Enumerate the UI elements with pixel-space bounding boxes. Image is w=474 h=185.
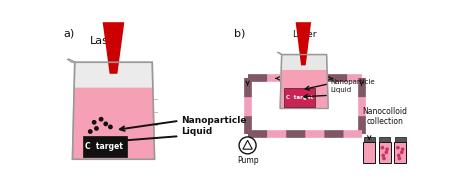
Circle shape — [104, 122, 108, 126]
Text: b): b) — [234, 28, 245, 38]
Circle shape — [92, 121, 96, 124]
Circle shape — [109, 125, 112, 129]
Circle shape — [383, 157, 385, 160]
Polygon shape — [280, 70, 328, 108]
Circle shape — [385, 151, 387, 154]
Polygon shape — [243, 140, 252, 149]
Polygon shape — [280, 55, 328, 108]
Polygon shape — [73, 62, 155, 159]
Text: C  target: C target — [85, 142, 123, 151]
Bar — [363, 142, 375, 163]
Circle shape — [89, 130, 92, 133]
Polygon shape — [296, 22, 311, 65]
Polygon shape — [67, 59, 75, 62]
Circle shape — [381, 147, 383, 149]
Circle shape — [401, 148, 404, 150]
Circle shape — [386, 148, 388, 150]
Circle shape — [382, 154, 384, 157]
Text: Nanoparticle
Liquid: Nanoparticle Liquid — [181, 116, 246, 136]
Bar — [364, 137, 374, 142]
Text: Laser: Laser — [90, 36, 120, 46]
Circle shape — [398, 157, 401, 160]
Circle shape — [397, 147, 399, 149]
Polygon shape — [277, 52, 283, 55]
Text: Laser: Laser — [292, 30, 317, 39]
Bar — [394, 142, 406, 163]
Text: a): a) — [63, 28, 74, 38]
Text: Pump: Pump — [237, 156, 258, 165]
Circle shape — [239, 137, 256, 154]
Polygon shape — [73, 88, 155, 159]
Text: C  target: C target — [285, 95, 313, 100]
Bar — [395, 137, 406, 142]
Text: Nanocolloid
collection: Nanocolloid collection — [362, 107, 407, 126]
Circle shape — [401, 151, 403, 154]
Bar — [379, 142, 391, 163]
Polygon shape — [103, 22, 124, 74]
Circle shape — [398, 154, 400, 157]
Circle shape — [100, 117, 103, 121]
Bar — [379, 137, 390, 142]
Circle shape — [95, 127, 98, 130]
Text: Nanoparticle
Liquid: Nanoparticle Liquid — [330, 79, 375, 93]
Bar — [284, 88, 315, 107]
Bar — [82, 136, 128, 157]
